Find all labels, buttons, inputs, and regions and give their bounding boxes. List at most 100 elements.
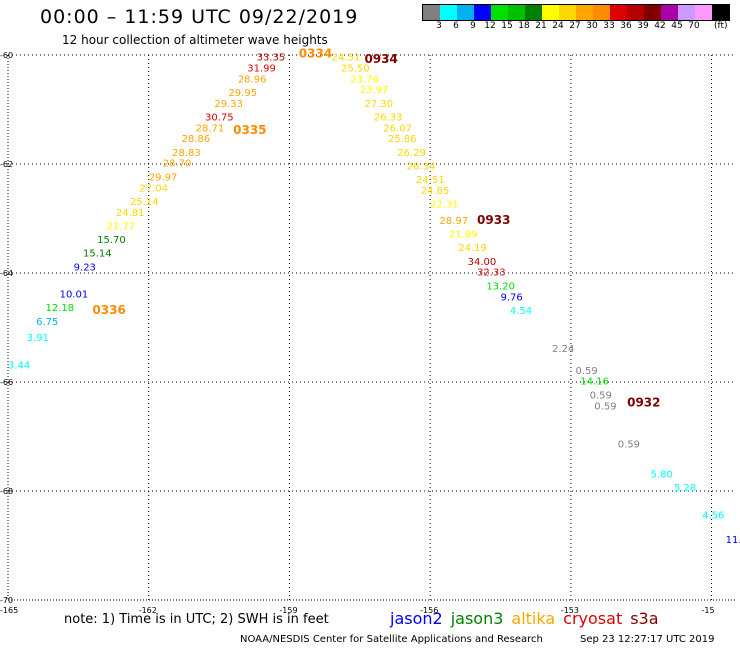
wave-height-value: 13.20 — [486, 281, 515, 292]
legend-label: 6 — [453, 21, 459, 31]
wave-height-value: 25.14 — [130, 197, 159, 208]
wave-height-value: 21.77 — [106, 221, 135, 232]
wave-height-value: 28.83 — [172, 148, 201, 159]
page-subtitle: 12 hour collection of altimeter wave hei… — [62, 33, 328, 47]
wave-height-value: 9.23 — [74, 262, 96, 273]
legend-swatch — [712, 5, 729, 20]
wave-height-value: 2.24 — [552, 344, 574, 355]
wave-height-value: 26.33 — [374, 112, 403, 123]
legend-label: 12 — [484, 21, 496, 31]
lat-tick-label: -68 — [0, 487, 13, 496]
legend-label: 18 — [518, 21, 530, 31]
lon-tick-label: -159 — [279, 606, 297, 615]
wave-height-value: 31.99 — [247, 63, 276, 74]
legend-label: 21 — [535, 21, 547, 31]
legend-swatch — [440, 5, 457, 20]
wave-height-value: 32.33 — [477, 268, 506, 279]
wave-height-value: 28.96 — [238, 74, 267, 85]
wave-height-value: 24.51 — [332, 52, 361, 63]
footer-credit: NOAA/NESDIS Center for Satellite Applica… — [240, 634, 543, 645]
legend-swatch — [559, 5, 576, 20]
wave-height-value: 24.19 — [458, 243, 487, 254]
legend-swatch — [661, 5, 678, 20]
pass-time-labels: 0334 0934 0335 0933 0336 0932 — [92, 47, 660, 410]
satellite-legend-item: cryosat — [563, 609, 623, 628]
lon-tick-label: -15 — [702, 606, 715, 615]
axis-ticks: -60 -62 -64 -66 -68 -70-165 -162 -159 -156 -153 -1… — [0, 51, 715, 615]
legend-swatch — [474, 5, 491, 20]
legend-unit: (ft) — [714, 21, 728, 31]
wave-height-value: 21.89 — [449, 230, 478, 241]
wave-height-value: 26.07 — [383, 123, 412, 134]
lat-tick-label: -66 — [0, 378, 13, 387]
satellite-legend: jason2 jason3 altika cryosat s3a — [390, 609, 667, 628]
lat-tick-label: -60 — [0, 51, 13, 60]
legend-label: 30 — [586, 21, 598, 31]
pass-time-label: 0334 — [299, 47, 332, 61]
wave-height-value: 28.70 — [163, 159, 192, 170]
legend-label: 36 — [620, 21, 632, 31]
wave-height-value: 9.76 — [500, 292, 522, 303]
pass-time-label: 0933 — [477, 213, 510, 227]
wave-height-value: 28.97 — [440, 216, 469, 227]
lat-tick-label: -62 — [0, 160, 13, 169]
satellite-legend-item: jason3 — [450, 609, 504, 628]
wave-height-value: 29.97 — [149, 172, 178, 183]
gridlines — [7, 54, 735, 601]
wave-height-value: 25.86 — [388, 134, 417, 145]
legend-swatch — [508, 5, 525, 20]
wave-height-value: 6.75 — [36, 317, 58, 328]
legend-swatch — [423, 5, 440, 20]
lon-tick-label: -162 — [139, 606, 157, 615]
wave-height-value: 5.80 — [651, 469, 673, 480]
wave-height-value: 4.56 — [702, 510, 724, 521]
color-legend-bar — [422, 4, 730, 21]
wave-height-value: 15.14 — [83, 249, 112, 260]
legend-label: 15 — [501, 21, 513, 31]
footer-timestamp: Sep 23 12:27:17 UTC 2019 — [580, 634, 715, 645]
legend-swatch — [627, 5, 644, 20]
legend-swatch — [593, 5, 610, 20]
legend-label: 9 — [470, 21, 476, 31]
wave-height-value: 24.85 — [421, 186, 450, 197]
legend-label: 42 — [654, 21, 666, 31]
legend-swatch — [457, 5, 474, 20]
legend-swatch — [678, 5, 695, 20]
pass-time-label: 0335 — [233, 123, 266, 137]
wave-height-value: 10.01 — [60, 290, 89, 301]
wave-height-value: 23.97 — [360, 85, 389, 96]
legend-label: 3 — [436, 21, 442, 31]
wave-height-value: 27.30 — [364, 99, 393, 110]
wave-height-value: 34.00 — [468, 257, 497, 268]
pass-time-label: 0934 — [364, 52, 397, 66]
page-title: 00:00 – 11:59 UTC 09/22/2019 — [40, 6, 359, 28]
wave-height-value: 5.28 — [674, 483, 696, 494]
satellite-legend-item: jason2 — [390, 609, 443, 628]
wave-height-value: 26.34 — [407, 161, 436, 172]
legend-label: 39 — [637, 21, 649, 31]
wave-height-value: 24.81 — [116, 208, 145, 219]
pass-time-label: 0932 — [627, 396, 660, 410]
wave-height-value: 30.75 — [205, 112, 234, 123]
legend-swatch — [576, 5, 593, 20]
lat-tick-label: -64 — [0, 269, 13, 278]
legend-swatch — [542, 5, 559, 20]
lon-tick-label: -165 — [0, 606, 18, 615]
wave-height-value: 22.31 — [430, 200, 459, 211]
legend-swatch — [525, 5, 542, 20]
legend-swatch — [695, 5, 712, 20]
wave-height-value: 15.70 — [97, 235, 126, 246]
wave-height-value: 0.59 — [576, 366, 598, 377]
wave-height-value: 0.59 — [590, 390, 612, 401]
wave-height-value: 0.59 — [618, 439, 640, 450]
legend-label: 45 — [671, 21, 683, 31]
pass-time-label: 0336 — [92, 303, 125, 317]
footer-note: note: 1) Time is in UTC; 2) SWH is in fe… — [64, 612, 329, 627]
wave-height-value: 12.18 — [46, 303, 75, 314]
wave-height-value: 33.35 — [257, 52, 286, 63]
wave-height-value: 28.71 — [196, 123, 225, 134]
wave-height-value: 28.86 — [182, 134, 211, 145]
